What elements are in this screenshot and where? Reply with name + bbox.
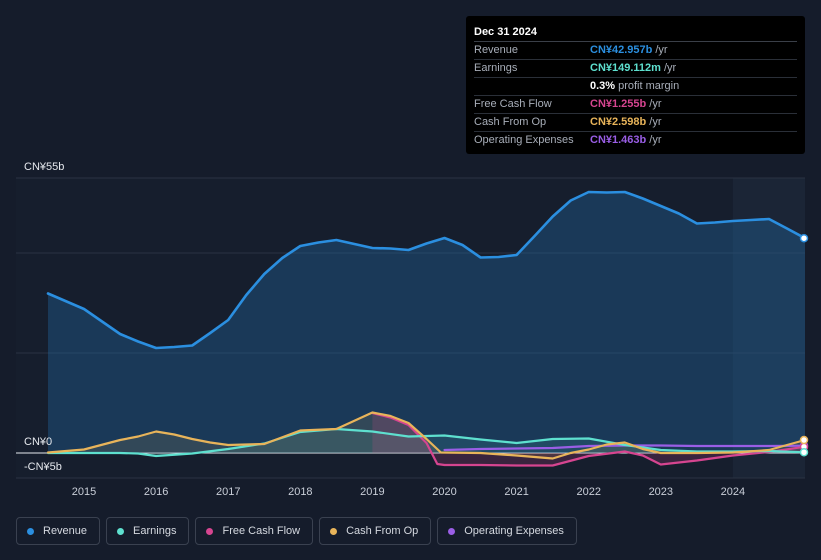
- hover-tooltip: Dec 31 2024 Revenue CN¥42.957b/yr Earnings…: [466, 16, 805, 154]
- revenue-end-marker: [799, 233, 809, 243]
- x-tick-2021: 2021: [504, 486, 528, 498]
- legend-dot-icon: [206, 527, 214, 535]
- x-tick-2020: 2020: [432, 486, 456, 498]
- legend-item-operating-expenses[interactable]: Operating Expenses: [437, 517, 577, 545]
- tooltip-row-label: Revenue: [474, 44, 519, 56]
- tooltip-row-label: Operating Expenses: [474, 134, 574, 146]
- tooltip-row-value: CN¥149.112m: [590, 62, 661, 74]
- x-tick-2018: 2018: [288, 486, 312, 498]
- tooltip-date: Dec 31 2024: [474, 26, 537, 38]
- legend-item-cash-from-op[interactable]: Cash From Op: [319, 517, 432, 545]
- revenue-area: [48, 192, 805, 453]
- tooltip-row-value: CN¥42.957b: [590, 44, 653, 56]
- tooltip-row-unit: /yr: [649, 134, 662, 146]
- x-tick-2023: 2023: [649, 486, 673, 498]
- x-tick-2024: 2024: [721, 486, 745, 498]
- x-tick-2019: 2019: [360, 486, 384, 498]
- tooltip-row-value: CN¥1.255b: [590, 98, 647, 110]
- earnings-end-marker: [799, 448, 809, 457]
- revenue-line: [46, 190, 807, 350]
- legend-dot-icon: [448, 527, 456, 535]
- tooltip-row: Cash From Op CN¥2.598b/yr: [474, 113, 797, 131]
- x-tick-2015: 2015: [72, 486, 96, 498]
- y-label-zero: CN¥0: [24, 436, 52, 448]
- tooltip-row-value: 0.3%: [590, 80, 616, 92]
- tooltip-row-label: Free Cash Flow: [474, 98, 552, 110]
- chart-legend: Revenue Earnings Free Cash Flow Cash From O…: [16, 517, 577, 545]
- cash-from-op-line: [46, 411, 807, 460]
- tooltip-row-value: CN¥1.463b: [590, 134, 647, 146]
- legend-label: Free Cash Flow: [222, 525, 301, 537]
- tooltip-row-label: Cash From Op: [474, 116, 547, 128]
- tooltip-row: Revenue CN¥42.957b/yr: [474, 41, 797, 59]
- tooltip-row: 0.3% profit margin: [474, 77, 797, 95]
- y-label-bottom: -CN¥5b: [24, 461, 62, 473]
- x-tick-2016: 2016: [144, 486, 168, 498]
- financials-chart: CN¥55b CN¥0 -CN¥5b 2015 2016 2017 2018 2019 2020…: [16, 161, 809, 498]
- legend-item-free-cash-flow[interactable]: Free Cash Flow: [195, 517, 314, 545]
- legend-label: Revenue: [43, 525, 88, 537]
- legend-item-revenue[interactable]: Revenue: [16, 517, 101, 545]
- legend-dot-icon: [27, 527, 34, 535]
- tooltip-row-unit: /yr: [663, 62, 677, 74]
- tooltip-row: Operating Expenses CN¥1.463b/yr: [474, 131, 797, 149]
- y-label-top: CN¥55b: [24, 161, 64, 173]
- earnings-line: [46, 427, 807, 458]
- tooltip-row-label: [474, 78, 590, 95]
- tooltip-row-unit: /yr: [655, 44, 668, 56]
- cash-from-op-end-marker: [799, 435, 809, 445]
- tooltip-row: Earnings CN¥149.112m/yr: [474, 59, 797, 77]
- series-lines: [46, 190, 809, 467]
- legend-label: Earnings: [133, 525, 177, 537]
- x-tick-2022: 2022: [576, 486, 600, 498]
- recent-period-shade: [732, 178, 805, 478]
- tooltip-row: Free Cash Flow CN¥1.255b/yr: [474, 95, 797, 113]
- tooltip-row-unit: /yr: [649, 98, 662, 110]
- legend-label: Cash From Op: [346, 525, 419, 537]
- legend-dot-icon: [117, 527, 125, 535]
- x-tick-2017: 2017: [216, 486, 240, 498]
- legend-label: Operating Expenses: [464, 525, 564, 537]
- tooltip-row-unit: profit margin: [618, 80, 680, 92]
- tooltip-row-label: Earnings: [474, 62, 518, 74]
- tooltip-row-unit: /yr: [649, 116, 662, 128]
- tooltip-row-value: CN¥2.598b: [590, 116, 647, 128]
- legend-dot-icon: [330, 527, 338, 535]
- axis-labels: CN¥55b CN¥0 -CN¥5b 2015 2016 2017 2018 2019 2020…: [24, 161, 745, 498]
- legend-item-earnings[interactable]: Earnings: [106, 517, 190, 545]
